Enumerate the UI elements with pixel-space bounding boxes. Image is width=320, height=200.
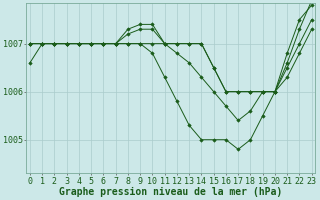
X-axis label: Graphe pression niveau de la mer (hPa): Graphe pression niveau de la mer (hPa) (59, 187, 283, 197)
